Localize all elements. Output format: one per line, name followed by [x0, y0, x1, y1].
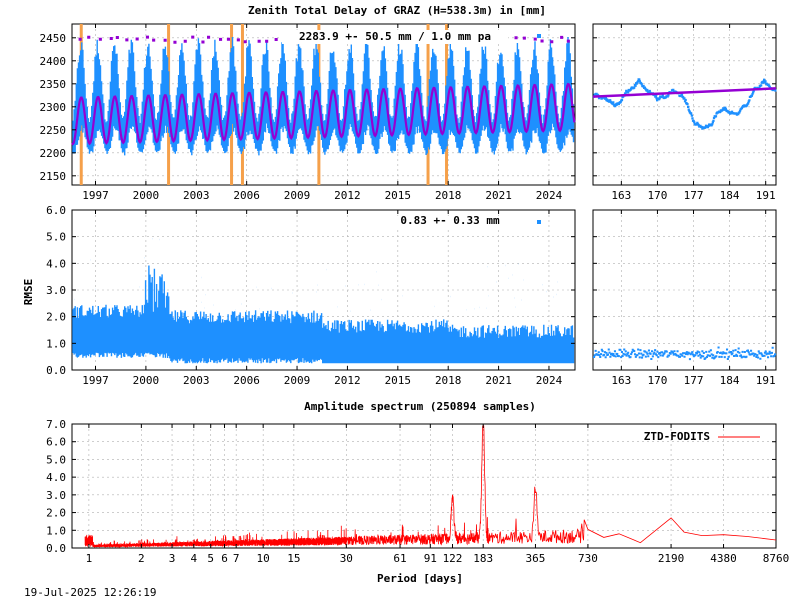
rmse-xtick-label: 1997: [82, 374, 109, 387]
rmse-ytick-label: 4.0: [46, 257, 66, 270]
rmse-zoom-xtick-label: 184: [720, 374, 740, 387]
ztd-xtick-label: 2015: [385, 189, 412, 202]
ztd-legend-point: [537, 34, 541, 38]
ztd-ytick-label: 2450: [40, 32, 67, 45]
rmse-ytick-label: 6.0: [46, 204, 66, 217]
rmse-xtick-label: 2021: [485, 374, 512, 387]
rmse-xtick-label: 2006: [233, 374, 260, 387]
ztd-xtick-label: 2018: [435, 189, 462, 202]
rmse-xtick-label: 2003: [183, 374, 210, 387]
ztd-annotation-bg: [282, 30, 508, 44]
ztd-annotation: 2283.9 +- 50.5 mm / 1.0 mm pa: [299, 30, 491, 43]
spectrum-xtick-label: 2: [138, 552, 145, 565]
rmse-legend-point: [537, 220, 541, 224]
spectrum-xtick-label: 6: [221, 552, 228, 565]
ztd-xtick-label: 2024: [536, 189, 563, 202]
spectrum-ytick-label: 0.0: [46, 542, 66, 555]
spectrum-xtick-label: 10: [257, 552, 270, 565]
ztd-xtick-label: 2012: [334, 189, 361, 202]
spectrum-xtick-label: 4380: [710, 552, 737, 565]
ztd-ytick-label: 2150: [40, 170, 67, 183]
spectrum-panel: 1 2 3 4 5 6 7 10 15 30 61 91 122 183 365 730 2190 4380 876…: [46, 418, 789, 565]
ztd-xtick-label: 2009: [284, 189, 311, 202]
ztd-zoom-points: [592, 78, 777, 130]
rmse-ylabel: RMSE: [22, 279, 35, 306]
spectrum-title: Amplitude spectrum (250894 samples): [304, 400, 536, 413]
spectrum-ytick-label: 2.0: [46, 507, 66, 520]
spectrum-xtick-label: 365: [526, 552, 546, 565]
rmse-xtick-label: 2018: [435, 374, 462, 387]
ztd-zoom-xtick-label: 170: [647, 189, 667, 202]
spectrum-xtick-label: 30: [340, 552, 353, 565]
spectrum-xtick-label: 2190: [658, 552, 685, 565]
rmse-ytick-label: 5.0: [46, 231, 66, 244]
rmse-zoom-xtick-label: 163: [611, 374, 631, 387]
ztd-zoom-xtick-label: 184: [720, 189, 740, 202]
spectrum-ytick-label: 1.0: [46, 524, 66, 537]
spectrum-ytick-label: 3.0: [46, 489, 66, 502]
spectrum-xtick-label: 1: [86, 552, 93, 565]
ztd-title: Zenith Total Delay of GRAZ (H=538.3m) in…: [248, 4, 546, 17]
timestamp: 19-Jul-2025 12:26:19: [24, 586, 156, 599]
rmse-panel: 1997 2000 2003 2006 2009 2012 2015 2018 2021 2024…: [46, 204, 576, 387]
rmse-points: [72, 238, 575, 364]
ztd-ytick-label: 2250: [40, 124, 67, 137]
ztd-fit-curve: [71, 82, 576, 146]
rmse-annotation-bg: [384, 216, 518, 230]
rmse-ytick-label: 0.0: [46, 364, 66, 377]
spectrum-xtick-label: 7: [233, 552, 240, 565]
ztd-frame: [71, 23, 576, 186]
ztd-ytick-label: 2200: [40, 147, 67, 160]
spectrum-ytick-label: 5.0: [46, 453, 66, 466]
ztd-panel: 1997 2000 2003 2006 2009 2012 2015 2018 2021 2024…: [40, 23, 576, 202]
spectrum-xtick-label: 15: [287, 552, 300, 565]
ztd-zoom-xtick-label: 177: [684, 189, 704, 202]
rmse-zoom-xtick-label: 177: [684, 374, 704, 387]
spectrum-xtick-label: 183: [473, 552, 493, 565]
spectrum-ytick-label: 4.0: [46, 471, 66, 484]
rmse-xtick-label: 2015: [385, 374, 412, 387]
ztd-ytick-label: 2300: [40, 101, 67, 114]
rmse-zoom-points: [593, 346, 777, 361]
spectrum-legend-label: ZTD-FODITS: [644, 430, 710, 443]
ztd-zoom-xtick-label: 191: [756, 189, 776, 202]
rmse-xtick-label: 2000: [133, 374, 160, 387]
spectrum-xtick-label: 91: [424, 552, 437, 565]
ztd-xtick-label: 1997: [82, 189, 109, 202]
spectrum-ytick-label: 7.0: [46, 418, 66, 431]
rmse-zoom-xtick-label: 170: [647, 374, 667, 387]
rmse-zoom-panel: 163 170 177 184 191: [592, 209, 777, 387]
spectrum-frame: [71, 423, 777, 549]
rmse-annotation: 0.83 +- 0.33 mm: [400, 214, 500, 227]
rmse-xtick-label: 2024: [536, 374, 563, 387]
rmse-ytick-label: 3.0: [46, 284, 66, 297]
ztd-zoom-frame: [592, 23, 777, 186]
spectrum-xtick-label: 3: [169, 552, 176, 565]
spectrum-xtick-label: 61: [393, 552, 406, 565]
spectrum-xtick-label: 730: [578, 552, 598, 565]
spectrum-xtick-label: 4: [191, 552, 198, 565]
ztd-ytick-label: 2400: [40, 55, 67, 68]
spectrum-xtick-label: 122: [443, 552, 463, 565]
spectrum-ytick-label: 6.0: [46, 436, 66, 449]
rmse-ytick-label: 2.0: [46, 311, 66, 324]
ztd-zoom-panel: 163 170 177 184 191: [592, 23, 777, 202]
ztd-xtick-label: 2000: [133, 189, 160, 202]
rmse-xtick-label: 2009: [284, 374, 311, 387]
spectrum-xlabel: Period [days]: [377, 572, 463, 585]
ztd-xtick-label: 2006: [233, 189, 260, 202]
rmse-xtick-label: 2012: [334, 374, 361, 387]
ztd-xtick-label: 2003: [183, 189, 210, 202]
ztd-ytick-label: 2350: [40, 78, 67, 91]
ztd-zoom-fit: [592, 87, 777, 98]
spectrum-line: [84, 425, 777, 549]
ztd-zoom-xtick-label: 163: [611, 189, 631, 202]
rmse-ytick-label: 1.0: [46, 337, 66, 350]
rmse-zoom-xtick-label: 191: [756, 374, 776, 387]
spectrum-xtick-label: 5: [207, 552, 214, 565]
spectrum-xtick-label: 8760: [763, 552, 790, 565]
ztd-xtick-label: 2021: [485, 189, 512, 202]
